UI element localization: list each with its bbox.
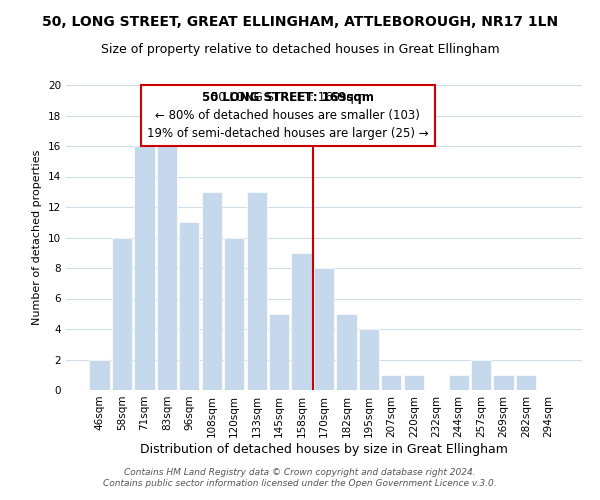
Bar (202, 192, 222, 390)
Bar (449, 375, 469, 390)
Text: Size of property relative to detached houses in Great Ellingham: Size of property relative to detached ho… (101, 42, 499, 56)
Bar (359, 329, 379, 390)
Text: 50 LONG STREET: 169sqm: 50 LONG STREET: 169sqm (202, 91, 374, 149)
Bar (134, 146, 155, 390)
Bar (112, 238, 132, 390)
Bar (157, 130, 177, 390)
Bar (381, 375, 401, 390)
X-axis label: Distribution of detached houses by size in Great Ellingham: Distribution of detached houses by size … (140, 442, 508, 456)
Bar (269, 314, 289, 390)
Bar (516, 375, 536, 390)
Bar (404, 375, 424, 390)
Bar (292, 253, 311, 390)
Text: Contains HM Land Registry data © Crown copyright and database right 2024.
Contai: Contains HM Land Registry data © Crown c… (103, 468, 497, 487)
Bar (89, 360, 110, 390)
Bar (247, 192, 267, 390)
Text: 50, LONG STREET, GREAT ELLINGHAM, ATTLEBOROUGH, NR17 1LN: 50, LONG STREET, GREAT ELLINGHAM, ATTLEB… (42, 15, 558, 29)
Bar (314, 268, 334, 390)
Text: 50 LONG STREET: 169sqm
← 80% of detached houses are smaller (103)
19% of semi-de: 50 LONG STREET: 169sqm ← 80% of detached… (147, 91, 428, 140)
Y-axis label: Number of detached properties: Number of detached properties (32, 150, 43, 325)
Bar (493, 375, 514, 390)
Bar (471, 360, 491, 390)
Bar (337, 314, 356, 390)
Bar (179, 222, 199, 390)
Bar (224, 238, 244, 390)
